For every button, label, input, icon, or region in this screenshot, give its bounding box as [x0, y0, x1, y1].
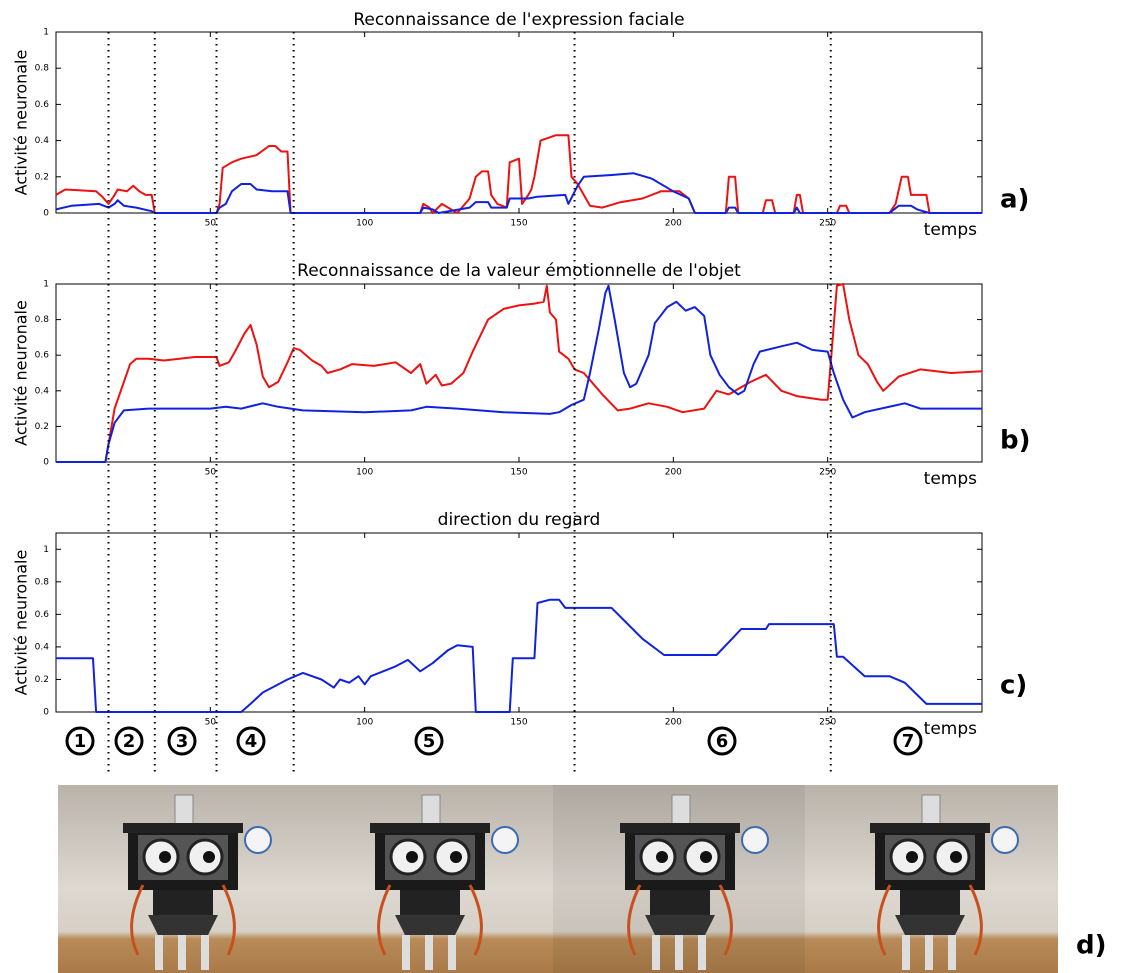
y-tick-label: 0.6 [35, 100, 50, 110]
phase-number: 1 [74, 731, 87, 752]
photo-strip [58, 785, 1058, 973]
data-line [56, 598, 982, 713]
x-tick-label: 100 [356, 718, 373, 728]
y-tick-label: 0.4 [35, 642, 50, 652]
y-tick-label: 0.8 [35, 64, 50, 74]
y-tick-label: 0.4 [35, 386, 50, 396]
x-tick-label: 50 [205, 468, 217, 478]
data-line [56, 283, 983, 463]
x-tick-label: 100 [356, 219, 373, 229]
x-tick-label: 250 [819, 468, 836, 478]
chart-title: Reconnaissance de la valeur émotionnelle… [297, 261, 741, 281]
plot-frame [55, 283, 983, 463]
x-tick-label: 200 [665, 468, 682, 478]
x-axis-label: temps [924, 469, 977, 489]
y-tick-label: 1 [43, 280, 49, 290]
y-tick-label: 0 [43, 458, 49, 468]
y-tick-label: 0.2 [35, 422, 49, 432]
phase-number: 4 [245, 731, 258, 752]
phase-number: 2 [123, 731, 136, 752]
x-tick-label: 50 [205, 219, 217, 229]
phase-circle [236, 726, 266, 756]
y-axis-label: Activité neuronale [12, 300, 31, 446]
panel-label: c) [1000, 671, 1027, 701]
y-tick-label: 0.8 [35, 577, 50, 587]
phase-number: 7 [902, 731, 915, 752]
phase-number: 6 [716, 731, 729, 752]
x-axis-label: temps [924, 220, 977, 240]
phase-number: 5 [423, 731, 436, 752]
y-tick-label: 0 [43, 708, 49, 718]
x-tick-label: 150 [510, 718, 527, 728]
y-tick-label: 0 [43, 209, 49, 219]
x-tick-label: 100 [356, 468, 373, 478]
phase-number: 3 [176, 731, 189, 752]
x-tick-label: 150 [510, 219, 527, 229]
data-line [56, 284, 982, 463]
plot-frame [55, 31, 983, 214]
phase-markers: 1 2 3 4 5 6 7 [65, 726, 923, 756]
y-tick-label: 0.4 [35, 136, 50, 146]
y-tick-label: 0.6 [35, 610, 50, 620]
phase-circle [65, 726, 95, 756]
chart-title: direction du regard [438, 510, 601, 530]
phase-circle [893, 726, 923, 756]
y-tick-label: 1 [43, 545, 49, 555]
x-tick-label: 250 [819, 219, 836, 229]
chart-title: Reconnaissance de l'expression faciale [353, 10, 684, 30]
y-axis-label: Activité neuronale [12, 550, 31, 696]
phase-circle [707, 726, 737, 756]
panel-label: d) [1076, 931, 1107, 961]
phase-circle [414, 726, 444, 756]
x-tick-label: 200 [665, 718, 682, 728]
y-axis-label: Activité neuronale [12, 50, 31, 196]
plot-frame [55, 532, 983, 713]
x-tick-label: 250 [819, 718, 836, 728]
y-tick-label: 0.6 [35, 351, 50, 361]
phase-circle [114, 726, 144, 756]
y-tick-label: 1 [43, 28, 49, 38]
y-tick-label: 0.2 [35, 675, 49, 685]
phase-circle [167, 726, 197, 756]
x-tick-label: 50 [205, 718, 217, 728]
x-axis-label: temps [924, 719, 977, 739]
y-tick-label: 0.2 [35, 172, 49, 182]
x-tick-label: 150 [510, 468, 527, 478]
y-tick-label: 0.8 [35, 315, 50, 325]
x-tick-label: 200 [665, 219, 682, 229]
panel-label: a) [1000, 185, 1029, 215]
panel-label: b) [1000, 426, 1031, 456]
